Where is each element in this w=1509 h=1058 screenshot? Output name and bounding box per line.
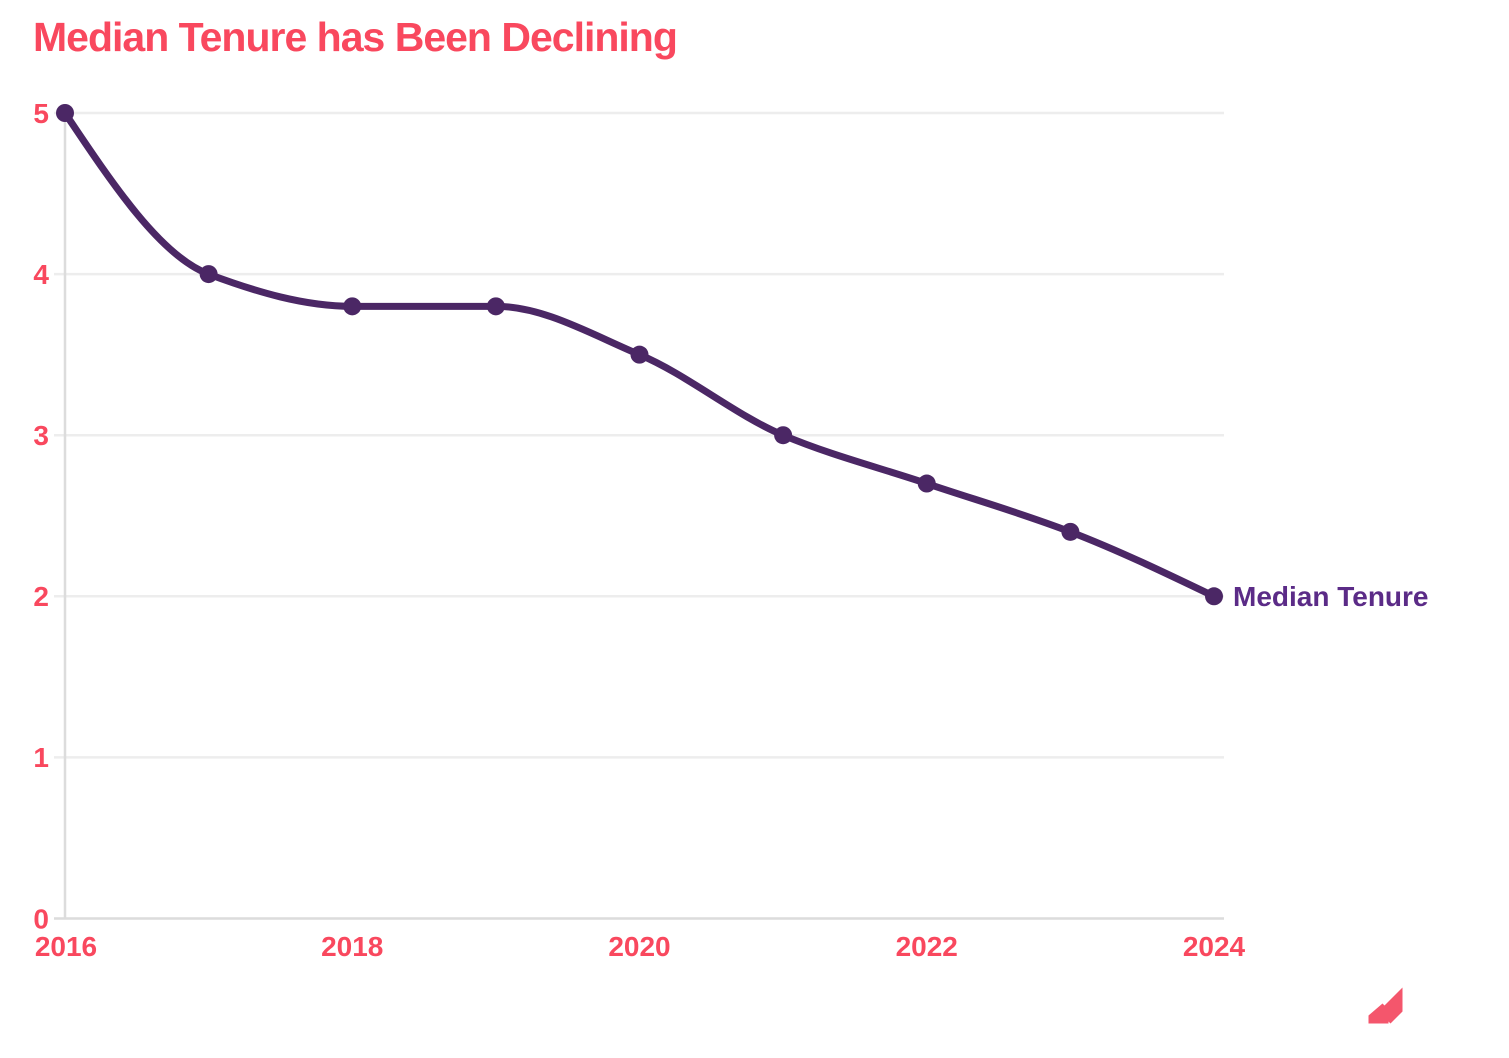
series-label: Median Tenure (1233, 581, 1429, 612)
data-point (199, 265, 218, 284)
y-tick-label: 3 (33, 420, 49, 451)
data-point (56, 104, 74, 122)
y-tick-labels: 0 1 2 3 4 5 (33, 98, 49, 934)
y-tick-label: 0 (33, 903, 49, 934)
data-points (56, 104, 1223, 606)
data-point (1061, 522, 1080, 541)
data-point (630, 345, 649, 364)
data-point (1205, 587, 1223, 606)
chart-title: Median Tenure has Been Declining (33, 14, 678, 60)
x-tick-label: 2020 (608, 931, 670, 962)
x-tick-label: 2022 (896, 931, 958, 962)
data-point (774, 426, 793, 445)
gridlines (54, 111, 1224, 920)
x-tick-label: 2024 (1183, 931, 1246, 962)
data-point (486, 297, 505, 316)
brand-logo-icon (1368, 987, 1403, 1024)
logo-shape-small (1368, 1003, 1389, 1024)
y-tick-label: 4 (33, 259, 49, 290)
x-tick-label: 2016 (35, 931, 97, 962)
y-tick-label: 1 (33, 742, 49, 773)
y-tick-label: 5 (33, 98, 49, 129)
data-point (917, 474, 936, 493)
data-point (343, 297, 362, 316)
x-tick-labels: 2016 2018 2020 2022 2024 (35, 931, 1246, 962)
x-tick-label: 2018 (321, 931, 383, 962)
y-tick-label: 2 (33, 581, 49, 612)
